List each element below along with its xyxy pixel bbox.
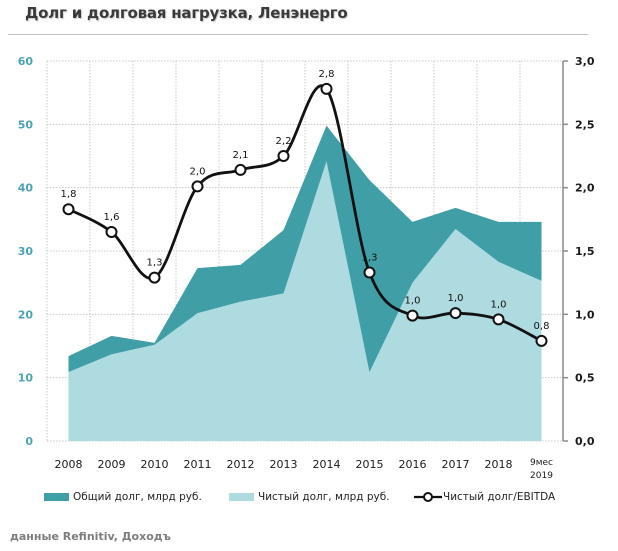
right-axis-tick-label: 0,5 <box>575 372 595 385</box>
title-divider <box>8 34 588 35</box>
legend-item-total-debt: Общий долг, млрд руб. <box>44 491 202 503</box>
ratio-point-marker <box>449 307 462 320</box>
x-axis-tick-label: 2015 <box>356 458 384 471</box>
chart-title: Долг и долговая нагрузка, Ленэнерго <box>25 4 348 22</box>
x-axis-tick-label: 2008 <box>55 458 83 471</box>
ratio-data-label: 1,0 <box>405 296 421 307</box>
left-axis-tick-label: 30 <box>18 245 34 258</box>
left-axis-tick-label: 0 <box>25 435 33 448</box>
ratio-data-label: 2,0 <box>190 166 206 177</box>
legend-label-total-debt: Общий долг, млрд руб. <box>73 491 202 503</box>
ratio-point-marker <box>277 150 290 162</box>
axes: 0,0 0,5 1,0 1,5 2,0 2,5 3,0 0 10 20 30 40 50 60 2008 20… <box>18 55 595 481</box>
legend: Общий долг, млрд руб. Чистый долг, млрд … <box>0 491 618 507</box>
ratio-point-marker <box>363 266 376 279</box>
ratio-point-marker <box>62 203 75 216</box>
ratio-line-group <box>62 82 548 347</box>
source-note: данные Refinitiv, Доходъ <box>10 530 171 543</box>
right-axis-tick-label: 3,0 <box>575 55 595 68</box>
left-axis-tick-label: 50 <box>18 118 34 131</box>
ratio-point-marker <box>191 180 204 193</box>
ratio-data-label: 2,1 <box>233 150 249 161</box>
areas <box>68 125 542 442</box>
x-axis-tick-label: 2019 <box>530 471 553 481</box>
ratio-point-marker <box>148 271 161 284</box>
ratio-point-marker <box>320 82 333 95</box>
labels: 1,8 1,6 1,3 2,0 2,1 2,2 2,8 1,3 1,0 1,0 1,0 0,8 <box>61 69 550 332</box>
x-axis-tick-label: 2016 <box>399 458 427 471</box>
chart: 0,0 0,5 1,0 1,5 2,0 2,5 3,0 0 10 20 30 40 50 60 2008 20… <box>18 55 595 481</box>
x-axis-tick-label: 2011 <box>184 458 212 471</box>
ratio-data-label: 2,8 <box>319 69 335 80</box>
right-axis-tick-label: 2,0 <box>575 182 595 195</box>
left-axis-tick-label: 10 <box>18 372 34 385</box>
left-axis-tick-label: 40 <box>18 182 34 195</box>
right-axis-tick-label: 2,5 <box>575 118 595 131</box>
ratio-data-label: 1,0 <box>491 299 507 310</box>
legend-item-net-debt: Чистый долг, млрд руб. <box>229 491 390 503</box>
ratio-data-label: 1,8 <box>61 189 77 200</box>
legend-line-marker-icon <box>414 492 442 502</box>
ratio-data-label: 0,8 <box>534 321 550 332</box>
x-axis-tick-label: 2017 <box>442 458 470 471</box>
left-axis-tick-label: 60 <box>18 55 34 68</box>
x-axis-tick-label: 9мес <box>530 458 553 468</box>
x-axis-tick-label: 2009 <box>98 458 126 471</box>
ratio-data-label: 1,3 <box>147 258 163 269</box>
x-axis-tick-label: 2012 <box>227 458 255 471</box>
ratio-point-marker <box>492 313 505 326</box>
legend-item-ratio: Чистый долг/EBITDA <box>413 491 555 503</box>
area-net-debt <box>68 161 542 442</box>
ratio-data-label: 1,6 <box>104 212 120 223</box>
x-axis-tick-label: 2013 <box>270 458 298 471</box>
right-axis-tick-label: 0,0 <box>575 435 595 448</box>
x-axis-tick-label: 2014 <box>313 458 341 471</box>
right-axis-tick-label: 1,5 <box>575 245 595 258</box>
ratio-data-label: 1,0 <box>448 293 464 304</box>
x-axis-tick-label: 2010 <box>141 458 169 471</box>
ratio-data-label: 1,3 <box>362 253 378 264</box>
ratio-point-marker <box>234 163 247 176</box>
ratio-point-marker <box>535 334 548 347</box>
right-axis-tick-label: 1,0 <box>575 308 595 321</box>
legend-swatch-net-debt <box>229 493 254 501</box>
ratio-point-marker <box>105 226 118 238</box>
legend-label-net-debt: Чистый долг, млрд руб. <box>258 491 390 503</box>
ratio-data-label: 2,2 <box>276 136 292 147</box>
legend-swatch-total-debt <box>44 493 69 501</box>
ratio-point-marker <box>406 309 419 322</box>
x-axis-tick-label: 2018 <box>485 458 513 471</box>
left-axis-tick-label: 20 <box>18 308 34 321</box>
legend-label-ratio: Чистый долг/EBITDA <box>443 491 556 503</box>
